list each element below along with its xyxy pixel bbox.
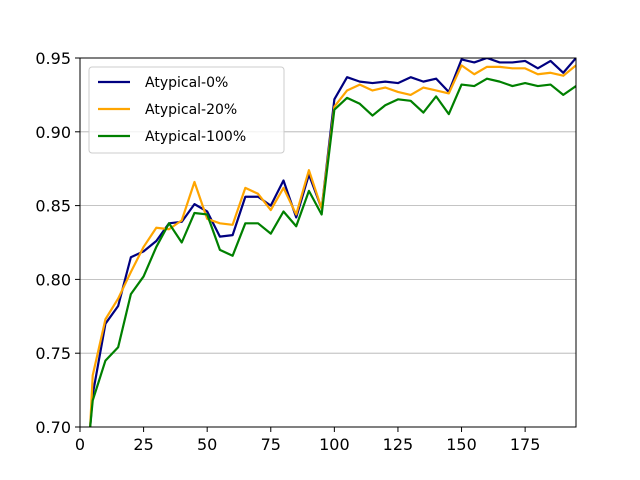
legend-box xyxy=(88,66,285,154)
y-tick-label-3: 0.85 xyxy=(35,197,71,216)
x-tick-label-0: 0 xyxy=(75,435,85,454)
x-tick-label-7: 175 xyxy=(510,435,541,454)
x-tick-label-1: 25 xyxy=(133,435,153,454)
x-tick-label-4: 100 xyxy=(319,435,350,454)
y-tick-label-0: 0.70 xyxy=(35,418,71,437)
legend-label-0: Atypical-0% xyxy=(145,75,228,91)
y-tick-label-1: 0.75 xyxy=(35,344,71,363)
x-tick-label-5: 125 xyxy=(383,435,414,454)
x-tick-label-6: 150 xyxy=(446,435,477,454)
legend: Atypical-0% Atypical-20% Atypical-100% xyxy=(88,66,285,154)
x-tick-label-2: 50 xyxy=(197,435,217,454)
axis-ticks: 0 25 50 75 100 125 150 175 0.70 0.75 0.80 0.85 0.90 0… xyxy=(35,49,540,454)
plot-area-frame xyxy=(79,57,577,428)
legend-label-2: Atypical-100% xyxy=(145,129,246,145)
y-tick-label-4: 0.90 xyxy=(35,123,71,142)
series-layer xyxy=(89,58,576,427)
legend-label-1: Atypical-20% xyxy=(145,102,237,118)
y-tick-label-2: 0.80 xyxy=(35,270,71,289)
x-tick-label-3: 75 xyxy=(261,435,281,454)
series-line-2 xyxy=(89,77,576,427)
y-tick-label-5: 0.95 xyxy=(35,49,71,68)
